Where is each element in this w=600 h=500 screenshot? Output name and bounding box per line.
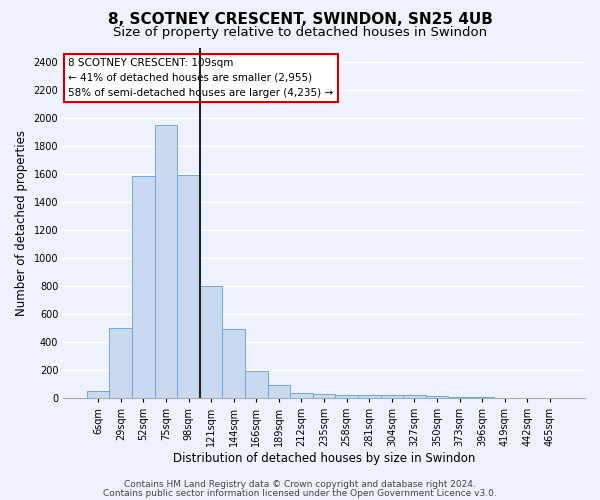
Bar — [155, 124, 177, 398]
Text: Contains public sector information licensed under the Open Government Licence v3: Contains public sector information licen… — [103, 488, 497, 498]
Bar — [223, 330, 245, 398]
Bar — [290, 393, 313, 398]
Text: 8, SCOTNEY CRESCENT, SWINDON, SN25 4UB: 8, SCOTNEY CRESCENT, SWINDON, SN25 4UB — [107, 12, 493, 28]
Bar — [132, 176, 155, 398]
Bar — [109, 328, 132, 398]
Text: 8 SCOTNEY CRESCENT: 109sqm
← 41% of detached houses are smaller (2,955)
58% of s: 8 SCOTNEY CRESCENT: 109sqm ← 41% of deta… — [68, 58, 334, 98]
Bar — [380, 395, 403, 398]
Bar — [245, 370, 268, 398]
Bar — [358, 395, 380, 398]
Bar — [200, 286, 223, 398]
Text: Size of property relative to detached houses in Swindon: Size of property relative to detached ho… — [113, 26, 487, 39]
Bar — [177, 175, 200, 398]
Bar — [426, 396, 448, 398]
Text: Contains HM Land Registry data © Crown copyright and database right 2024.: Contains HM Land Registry data © Crown c… — [124, 480, 476, 489]
Bar — [403, 395, 426, 398]
Y-axis label: Number of detached properties: Number of detached properties — [15, 130, 28, 316]
Bar — [335, 394, 358, 398]
Bar — [87, 391, 109, 398]
Bar — [313, 394, 335, 398]
Bar — [268, 386, 290, 398]
X-axis label: Distribution of detached houses by size in Swindon: Distribution of detached houses by size … — [173, 452, 475, 465]
